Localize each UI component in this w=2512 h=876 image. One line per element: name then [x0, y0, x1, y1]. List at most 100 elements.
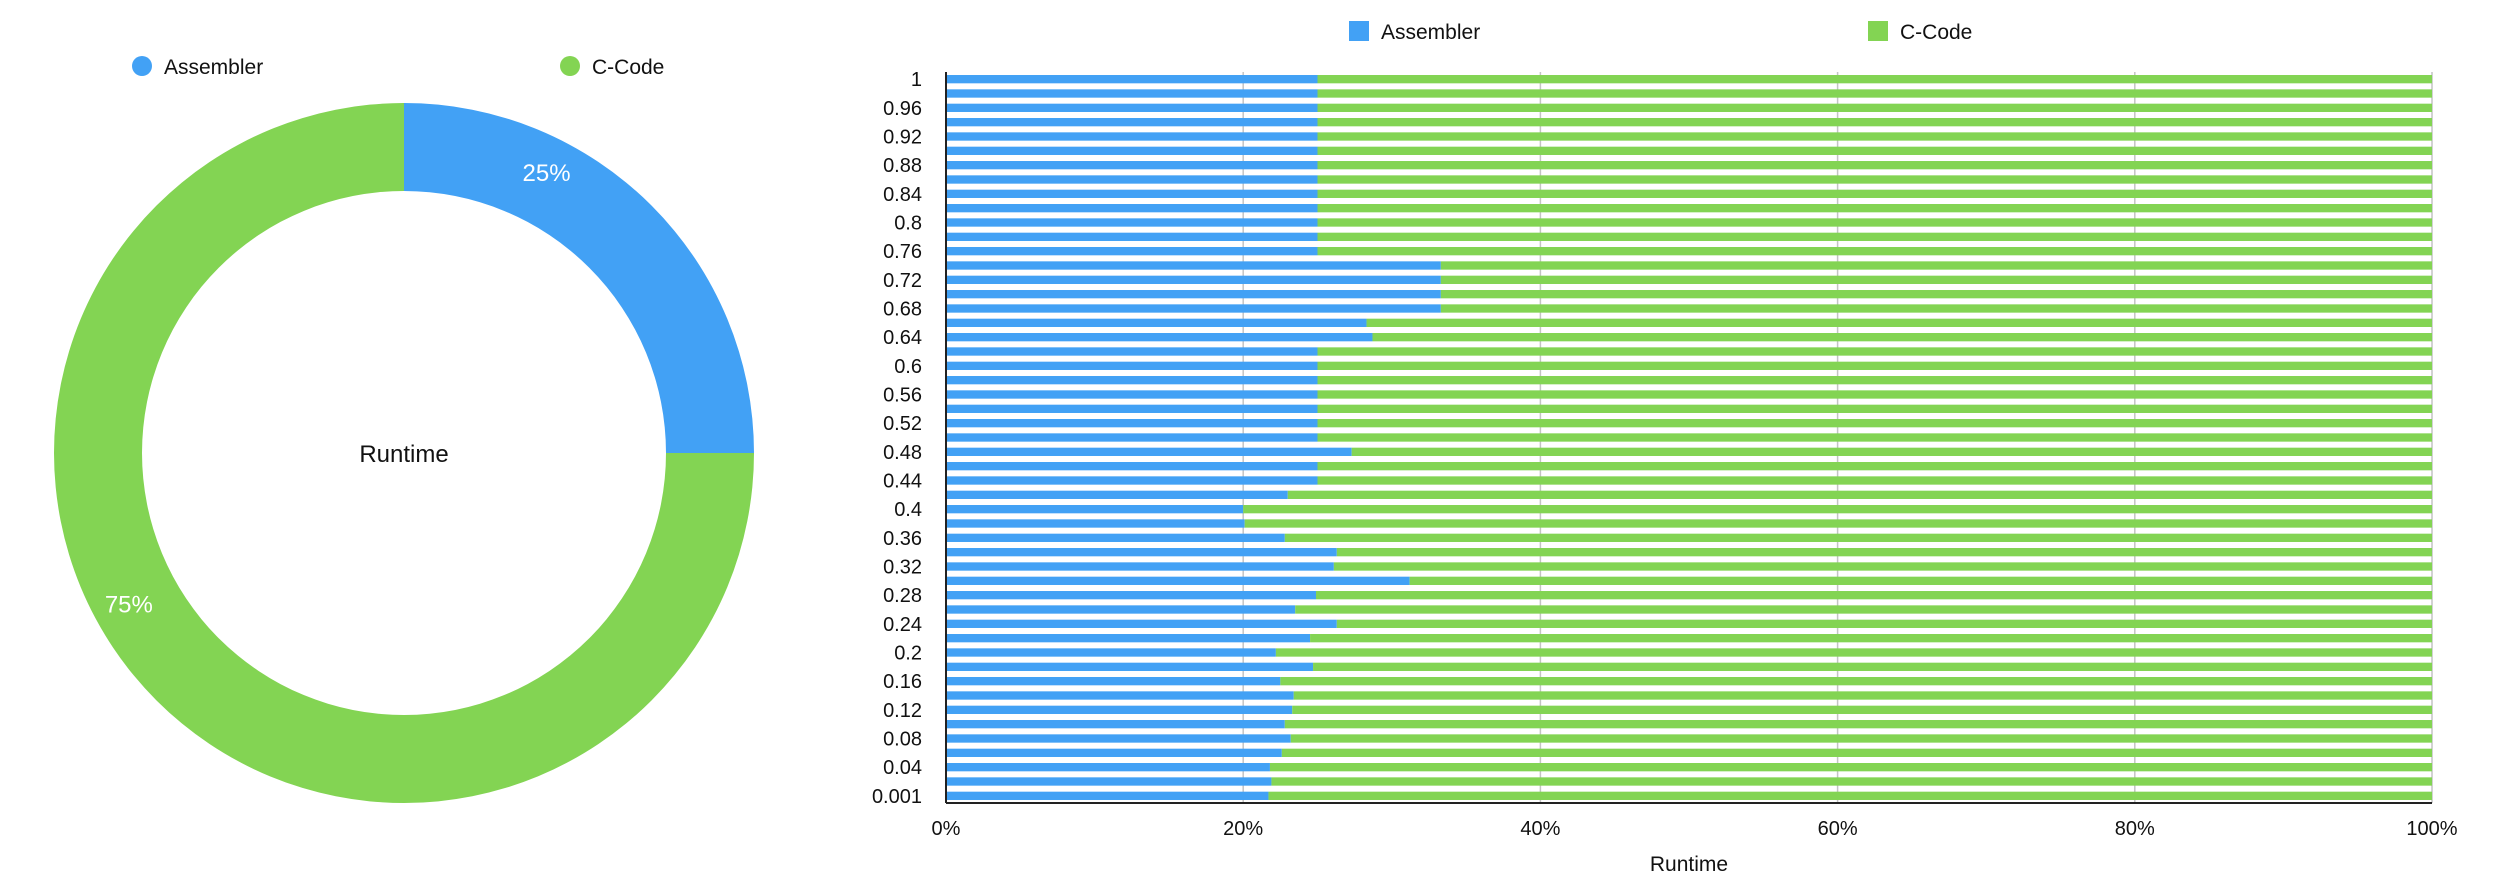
donut-legend: Assembler C-Code — [132, 56, 664, 79]
bar-c-code — [1317, 189, 2432, 198]
bar-c-code — [1317, 404, 2432, 413]
bar-c-code — [1290, 734, 2432, 743]
bar-assembler — [946, 175, 1318, 184]
y-tick-label: 0.2 — [894, 643, 922, 665]
y-tick-labels: 0.001 0.04 0.08 0.12 0.16 0.2 0.24 0.28 0.32 0.36… — [872, 69, 922, 808]
bar-c-code — [1317, 132, 2432, 141]
bar-assembler — [946, 390, 1318, 399]
bar-assembler — [946, 662, 1314, 671]
bar-assembler — [946, 777, 1272, 786]
bar-c-code — [1440, 290, 2432, 299]
bar-assembler — [946, 318, 1367, 327]
bar-assembler — [946, 146, 1318, 155]
y-tick-label: 0.36 — [883, 528, 922, 550]
bar-c-code — [1333, 562, 2432, 571]
y-tick-label: 0.84 — [883, 184, 922, 206]
bar-c-code — [1440, 261, 2432, 270]
y-tick-label: 0.88 — [883, 155, 922, 177]
bar-c-code — [1284, 720, 2432, 729]
donut-chart: Assembler C-Code Runtime 25% 75% — [54, 56, 754, 803]
bar-assembler — [946, 519, 1245, 528]
x-axis-title: Runtime — [1650, 853, 1728, 876]
y-tick-label: 0.8 — [894, 213, 922, 235]
bar-assembler — [946, 562, 1334, 571]
bar-c-code — [1310, 634, 2432, 643]
bar-c-code — [1440, 275, 2432, 284]
bar-assembler — [946, 490, 1288, 499]
bar-c-code — [1317, 75, 2432, 84]
slice-label-c-code: 75% — [105, 591, 153, 618]
bar-c-code — [1317, 390, 2432, 399]
bar-c-code — [1317, 247, 2432, 256]
bar-assembler — [946, 791, 1269, 800]
bar-assembler — [946, 261, 1441, 270]
bar-c-code — [1275, 648, 2432, 657]
bar-c-code — [1317, 476, 2432, 485]
bar-assembler — [946, 275, 1441, 284]
y-tick-label: 0.96 — [883, 98, 922, 120]
bar-c-code — [1317, 161, 2432, 170]
x-tick-label: 100% — [2406, 818, 2457, 840]
bar-c-code — [1351, 447, 2432, 456]
donut-slices — [54, 103, 754, 803]
bar-assembler — [946, 734, 1291, 743]
y-tick-label: 0.4 — [894, 499, 922, 521]
bar-c-code — [1317, 204, 2432, 213]
y-tick-label: 0.64 — [883, 327, 922, 349]
y-tick-label: 0.68 — [883, 299, 922, 321]
bar-assembler — [946, 404, 1318, 413]
bar-c-code — [1317, 419, 2432, 428]
bar-c-code — [1317, 175, 2432, 184]
x-tick-label: 60% — [1818, 818, 1858, 840]
bar-assembler — [946, 677, 1281, 686]
bar-assembler — [946, 619, 1337, 628]
bar-assembler — [946, 576, 1410, 585]
legend-swatch-c-code — [1868, 21, 1888, 41]
bar-assembler — [946, 347, 1318, 356]
bar-assembler — [946, 462, 1318, 471]
bar-assembler — [946, 447, 1352, 456]
bar-assembler — [946, 232, 1318, 241]
bar-assembler — [946, 476, 1318, 485]
y-tick-label: 0.32 — [883, 557, 922, 579]
y-tick-label: 0.08 — [883, 729, 922, 751]
x-tick-label: 40% — [1520, 818, 1560, 840]
y-tick-label: 0.76 — [883, 241, 922, 263]
legend-label-c-code: C-Code — [1900, 21, 1972, 44]
bar-assembler — [946, 691, 1294, 700]
bar-c-code — [1269, 763, 2432, 772]
bar-assembler — [946, 720, 1285, 729]
bar-assembler — [946, 247, 1318, 256]
bar-c-code — [1317, 376, 2432, 385]
bar-c-code — [1271, 777, 2432, 786]
y-tick-label: 0.48 — [883, 442, 922, 464]
x-tick-label: 0% — [932, 818, 961, 840]
bar-marks — [946, 75, 2432, 800]
bar-assembler — [946, 634, 1311, 643]
legend-label-c-code: C-Code — [592, 56, 664, 79]
bar-c-code — [1295, 605, 2432, 614]
legend-swatch-c-code — [560, 56, 580, 76]
y-tick-label: 0.56 — [883, 385, 922, 407]
y-tick-label: 0.12 — [883, 700, 922, 722]
bar-assembler — [946, 605, 1296, 614]
bar-assembler — [946, 189, 1318, 198]
y-tick-label: 0.24 — [883, 614, 922, 636]
bar-c-code — [1317, 218, 2432, 227]
bar-c-code — [1336, 619, 2432, 628]
bar-assembler — [946, 648, 1276, 657]
bar-c-code — [1317, 433, 2432, 442]
y-tick-label: 0.001 — [872, 786, 922, 808]
y-tick-label: 0.72 — [883, 270, 922, 292]
bar-c-code — [1268, 791, 2432, 800]
bar-c-code — [1316, 591, 2432, 600]
bar-c-code — [1281, 748, 2432, 757]
bar-assembler — [946, 763, 1270, 772]
bar-assembler — [946, 419, 1318, 428]
bar-assembler — [946, 376, 1318, 385]
bar-assembler — [946, 333, 1373, 342]
y-tick-label: 0.52 — [883, 413, 922, 435]
bar-c-code — [1292, 705, 2432, 714]
bar-assembler — [946, 548, 1337, 557]
